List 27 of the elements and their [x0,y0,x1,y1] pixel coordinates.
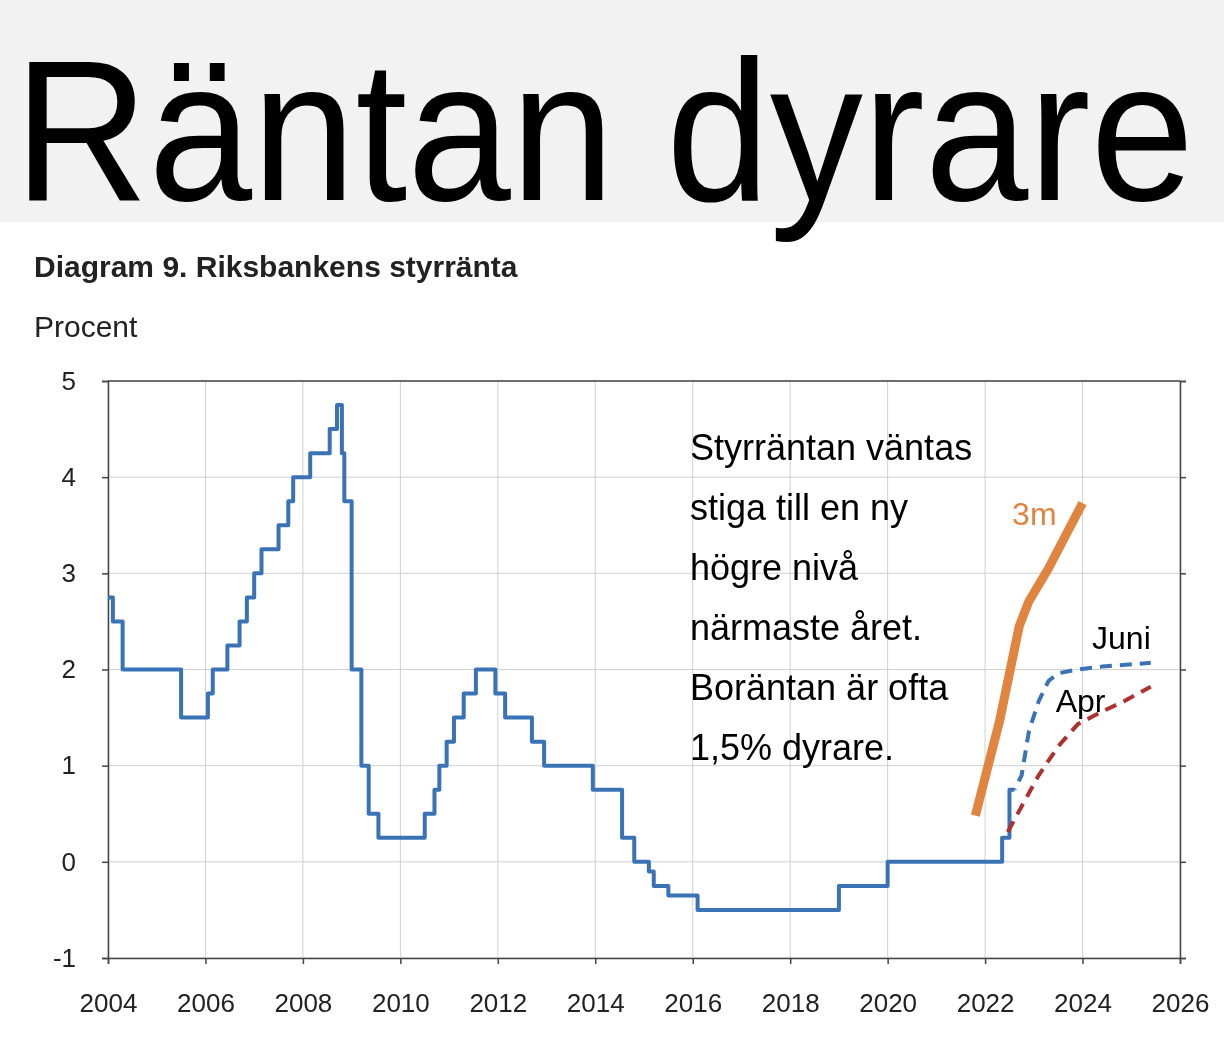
x-tick-label: 2008 [274,988,333,1019]
x-tick-label: 2014 [566,988,625,1019]
y-tick-label: 1 [61,750,76,781]
y-tick-label: 5 [61,365,76,396]
x-tick-label: 2012 [469,988,528,1019]
x-tick-label: 2016 [664,988,723,1019]
y-tick-label: -1 [52,942,76,973]
chart-subtitle: Diagram 9. Riksbankens styrränta [34,250,518,283]
y-tick-label: 4 [61,461,76,492]
x-tick-label: 2018 [761,988,820,1019]
x-tick-label: 2004 [79,988,138,1019]
x-tick-label: 2022 [956,988,1015,1019]
y-tick-label: 2 [61,654,76,685]
x-tick-label: 2006 [177,988,235,1019]
series-label: 3m [1012,496,1057,533]
y-tick-label: 0 [61,846,76,877]
series-label: Apr [1055,683,1106,720]
x-tick-label: 2024 [1054,988,1112,1019]
annotation: Styrräntan väntas stiga till en ny högre nivå närmaste året. [690,427,973,648]
series-label: Juni [1092,619,1151,656]
y-axis-title: Procent [34,310,139,343]
x-tick-label: 2020 [859,988,918,1019]
y-tick-label: 3 [61,558,76,589]
chart-title: Räntan dyrare [14,18,1194,243]
annotation: Boräntan är ofta 1,5% dyrare. [690,667,950,768]
x-tick-label: 2026 [1151,988,1210,1019]
x-tick-label: 2010 [371,988,430,1019]
